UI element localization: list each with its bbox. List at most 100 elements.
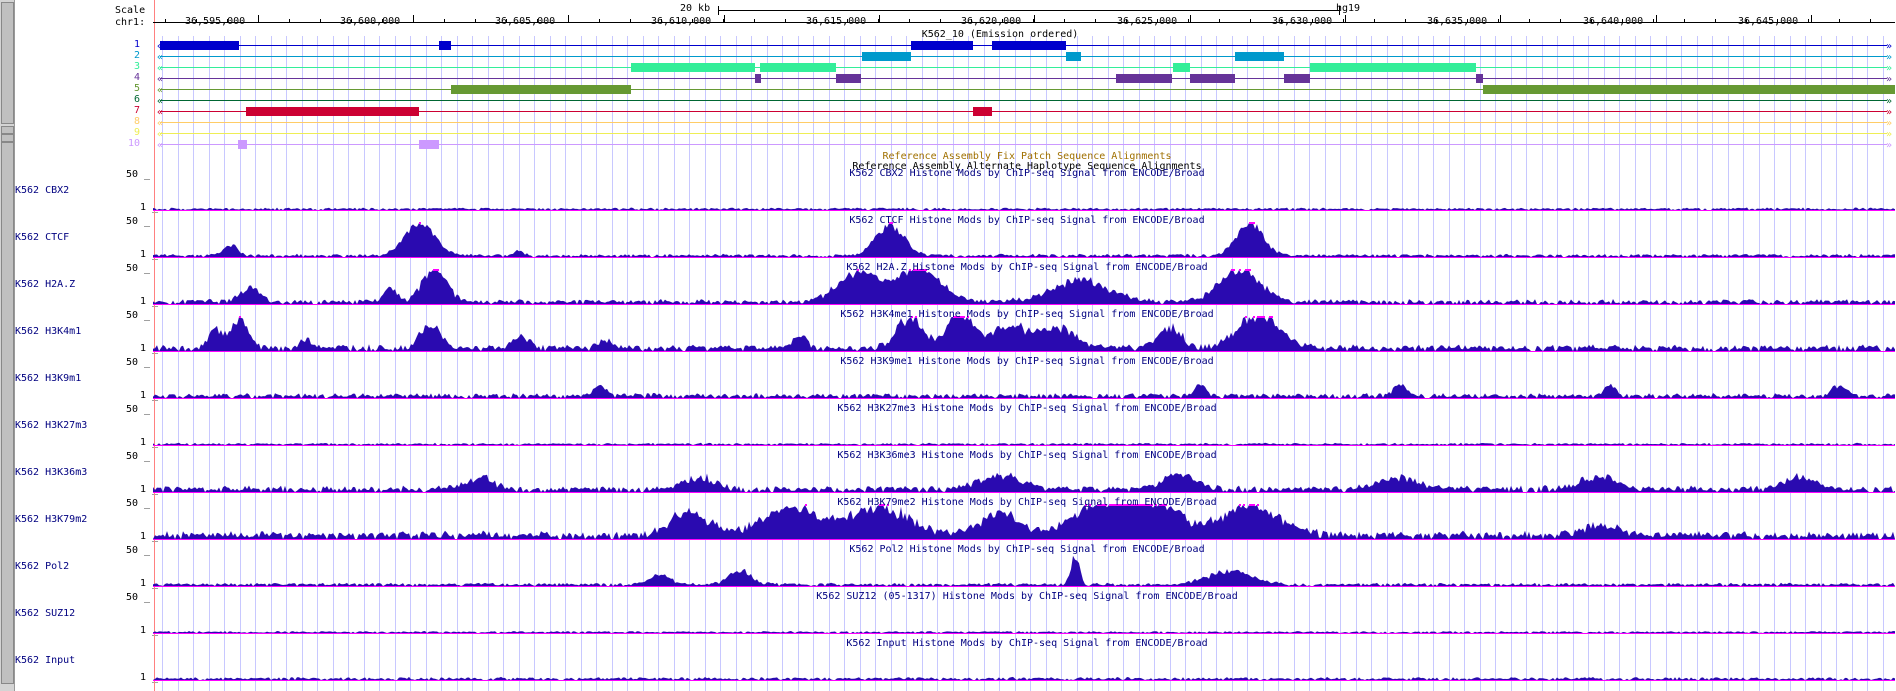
ruler-position-label: 36,615,000 — [806, 16, 867, 27]
signal-track-title: K562 CTCF Histone Mods by ChIP-seq Signa… — [849, 215, 1205, 226]
segmentation-right-arrow: » — [1886, 63, 1892, 74]
signal-track-title: K562 Pol2 Histone Mods by ChIP-seq Signa… — [849, 544, 1205, 555]
track-max-label: 50 _ — [126, 592, 151, 603]
signal-track-label[interactable]: K562 H3K36m3 — [15, 467, 88, 478]
scale-bar-text: 20 kb — [680, 3, 711, 14]
signal-area — [153, 631, 1895, 633]
segmentation-state-label: 6 — [134, 94, 141, 105]
signal-area — [153, 472, 1895, 492]
segmentation-right-arrow: » — [1886, 96, 1892, 107]
segmentation-left-arrow: « — [157, 129, 163, 140]
track-max-label: 50 _ — [126, 498, 151, 509]
track-max-label: 50 _ — [126, 310, 151, 321]
ruler-position-label: 36,605,000 — [495, 16, 556, 27]
track-min-label: 1 _ — [140, 625, 159, 636]
segmentation-right-arrow: » — [1886, 41, 1892, 52]
segmentation-block — [419, 140, 439, 149]
track-min-label: 1 _ — [140, 343, 159, 354]
segmentation-block — [760, 63, 836, 72]
segmentation-left-arrow: « — [157, 140, 163, 151]
signal-track-title: K562 H3K79me2 Histone Mods by ChIP-seq S… — [837, 497, 1217, 508]
signal-track-title: K562 H2A.Z Histone Mods by ChIP-seq Sign… — [846, 262, 1208, 273]
track-label-column: Scale chr1: — [16, 0, 152, 691]
ruler-position-label: 36,625,000 — [1117, 16, 1178, 27]
signal-area — [153, 555, 1895, 586]
signal-area — [153, 207, 1895, 210]
signal-area — [153, 270, 1895, 304]
signal-area — [153, 317, 1895, 351]
segmentation-block — [451, 85, 631, 94]
signal-area — [153, 676, 1895, 680]
track-min-label: 1 _ — [140, 578, 159, 589]
alt-haplotype-toggle-button[interactable] — [1, 134, 14, 142]
signal-track-label[interactable]: K562 Pol2 — [15, 561, 70, 572]
ruler-position-label: 36,645,000 — [1738, 16, 1799, 27]
ruler-segmentation-toggle-button[interactable] — [1, 2, 14, 124]
chrom-label: chr1: — [115, 17, 146, 28]
track-min-label: 1 _ — [140, 202, 159, 213]
signal-track-label[interactable]: K562 H2A.Z — [15, 279, 76, 290]
segmentation-state-label: 9 — [134, 127, 141, 138]
track-min-label: 1 _ — [140, 672, 159, 683]
segmentation-state-label: 7 — [134, 105, 141, 116]
segmentation-right-arrow: » — [1886, 74, 1892, 85]
fix-patch-toggle-button[interactable] — [1, 126, 14, 134]
segmentation-block — [755, 74, 761, 83]
track-max-label: 50 _ — [126, 169, 151, 180]
segmentation-block — [238, 140, 247, 149]
track-max-label: 50 _ — [126, 545, 151, 556]
segmentation-block — [246, 107, 419, 116]
segmentation-block — [439, 41, 451, 50]
segmentation-block — [836, 74, 861, 83]
track-max-label: 50 _ — [126, 263, 151, 274]
segmentation-block — [1284, 74, 1310, 83]
signal-track-label[interactable]: K562 CBX2 — [15, 185, 70, 196]
signal-track-label[interactable]: K562 H3K4m1 — [15, 326, 82, 337]
segmentation-block — [1190, 74, 1235, 83]
segmentation-block — [1066, 52, 1081, 61]
segmentation-right-arrow: » — [1886, 85, 1892, 96]
segmentation-block — [1476, 74, 1483, 83]
segmentation-state-label: 1 — [134, 39, 141, 50]
segmentation-block — [160, 41, 239, 50]
track-min-label: 1 _ — [140, 531, 159, 542]
signal-track-label[interactable]: K562 SUZ12 — [15, 608, 76, 619]
segmentation-title: K562_10 (Emission ordered) — [921, 29, 1079, 40]
segmentation-right-arrow: » — [1886, 140, 1892, 151]
segmentation-right-arrow: » — [1886, 107, 1892, 118]
track-min-label: 1 _ — [140, 390, 159, 401]
segmentation-block — [911, 41, 973, 50]
signal-track-title: K562 H3K27me3 Histone Mods by ChIP-seq S… — [837, 403, 1217, 414]
signal-track-title: K562 SUZ12 (05-1317) Histone Mods by ChI… — [816, 591, 1238, 602]
track-min-label: 1 _ — [140, 484, 159, 495]
signal-track-label[interactable]: K562 CTCF — [15, 232, 70, 243]
segmentation-left-arrow: « — [157, 107, 163, 118]
signal-track-label[interactable]: K562 Input — [15, 655, 76, 666]
segmentation-block — [1116, 74, 1172, 83]
segmentation-block — [631, 63, 755, 72]
segmentation-block — [1235, 52, 1284, 61]
track-min-label: 1 _ — [140, 249, 159, 260]
signal-track-label[interactable]: K562 H3K27m3 — [15, 420, 88, 431]
track-max-label: 50 _ — [126, 357, 151, 368]
signal-area — [153, 505, 1895, 539]
segmentation-right-arrow: » — [1886, 118, 1892, 129]
signal-track-label[interactable]: K562 H3K79m2 — [15, 514, 88, 525]
assembly-label: hg19 — [1336, 3, 1361, 14]
segmentation-left-arrow: « — [157, 74, 163, 85]
track-max-label: 50 _ — [126, 451, 151, 462]
ruler-position-label: 36,630,000 — [1272, 16, 1333, 27]
segmentation-left-arrow: « — [157, 118, 163, 129]
ruler-position-label: 36,600,000 — [340, 16, 401, 27]
signal-tracks-toggle-button[interactable] — [1, 142, 14, 684]
segmentation-left-arrow: « — [157, 63, 163, 74]
signal-area — [153, 383, 1895, 398]
fix-patch-title: Reference Assembly Fix Patch Sequence Al… — [882, 151, 1172, 162]
segmentation-right-arrow: » — [1886, 129, 1892, 140]
signal-track-label[interactable]: K562 H3K9m1 — [15, 373, 82, 384]
signal-track-title: K562 CBX2 Histone Mods by ChIP-seq Signa… — [849, 168, 1205, 179]
track-control-sidebar[interactable] — [0, 0, 15, 691]
ruler-position-label: 36,640,000 — [1583, 16, 1644, 27]
